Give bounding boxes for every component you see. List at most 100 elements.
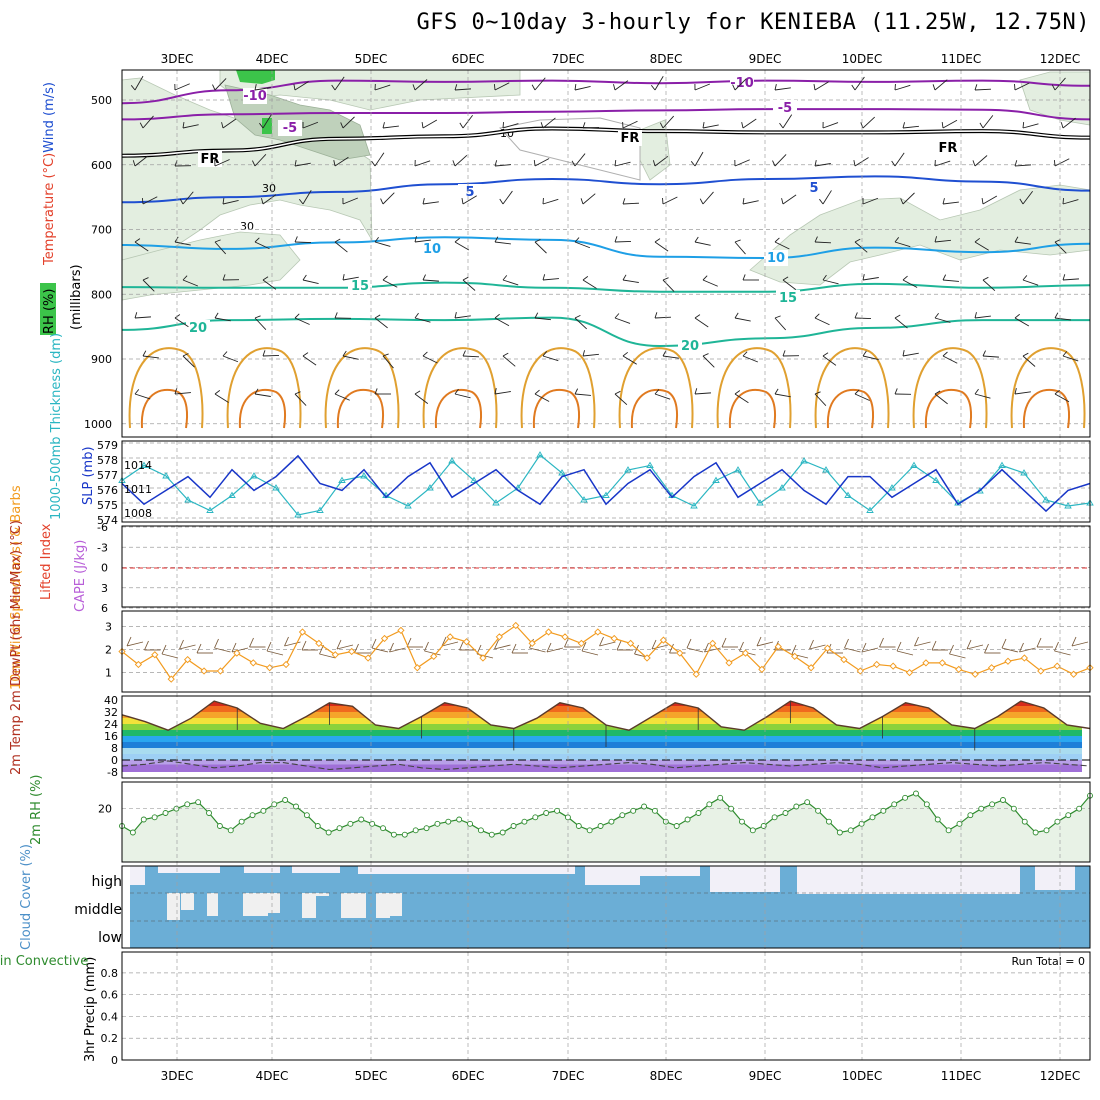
wind-barb [494,391,511,395]
wind-barb [294,241,312,244]
wind-speed-marker [1069,670,1078,678]
wind-barb [694,83,711,91]
wind-barb [622,198,626,205]
thickness-marker [360,472,368,479]
wind-barb [534,239,541,243]
wind-barb [891,160,896,167]
rh-marker [336,825,343,832]
wind-barb-10m [529,647,546,653]
wind-barb [622,351,629,357]
thickness-tick: 574 [97,514,118,527]
wind-barb [934,236,938,243]
wind-barb [382,355,394,369]
temp-contour [121,316,1090,348]
thickness-marker [470,476,478,483]
panel-frame [121,525,1091,608]
surface-temp-contour [1010,347,1086,429]
wind-barb [414,312,419,319]
wind-tick: 3 [105,621,112,634]
rh-marker [597,823,604,829]
wind-speed-marker [167,675,175,683]
wind-barb [702,353,709,357]
thickness-line [121,454,1091,516]
date-label-bottom: 6DEC [452,1069,485,1083]
rh-marker [826,818,832,825]
rh-marker [477,827,484,834]
wind-barb [862,197,879,205]
wind-speed-marker [151,651,159,659]
wind-barb [334,76,345,91]
wind-barb [374,84,391,91]
cape-ylabel: CAPE (J/kg) [73,540,88,612]
wind-barb [493,83,496,91]
wind-barb [974,241,989,251]
contour-label-bg [186,320,210,336]
wind-barb [694,151,704,167]
wind-barb [813,84,816,91]
temp-tick: 0 [111,754,118,767]
wind-barb [654,312,658,319]
wind-barb [782,350,786,357]
thickness-marker [822,466,830,473]
wind-barb [262,194,277,205]
date-label-top: 9DEC [749,52,782,66]
date-label-top: 4DEC [256,52,289,66]
wind-barb [1062,117,1076,129]
date-label-top: 11DEC [941,52,981,66]
wind-barb [222,355,239,363]
wind-barb [819,198,824,205]
wind-barb-10m [949,653,966,659]
wind-barb [134,241,149,252]
wind-barb [574,314,581,319]
wind-barb [222,199,239,205]
wind-barb [174,241,191,246]
wind-barb-10m [249,637,254,648]
temp-band [122,718,1082,724]
wind-barb [894,237,900,243]
wind-barb [174,83,190,91]
wind-barb [254,393,271,397]
rh-shading-high [236,70,275,84]
thickness-marker [404,502,412,509]
contour-label: FR [201,152,220,167]
wind-barb [734,239,741,243]
temp-bands [122,701,1082,772]
wind-barb [1014,164,1031,167]
wind-barb [454,154,468,167]
panel-frame [121,865,1091,949]
wind-barb [422,119,438,129]
cloud-gap [390,893,402,916]
contour-label-bg [764,250,788,266]
wind-barb [462,279,476,291]
wind-speed-marker [216,667,225,675]
rh-marker [978,805,985,812]
wind-barb [972,160,976,167]
wind-barb-10m [879,637,884,648]
wind-barb [1022,279,1039,286]
wind-barb [494,317,510,327]
wind-barb [902,275,908,281]
wind-barb-10m [896,641,902,652]
rh-marker [1032,829,1039,836]
wind-barb [494,241,511,245]
wind-barb [974,315,991,319]
rh-legend-box [40,283,56,335]
wind-barb [254,388,259,395]
wind-barb [622,355,637,365]
thickness-marker [888,484,896,491]
wind-barb [214,159,230,167]
wind-barb [582,279,597,289]
wind-barb-10m [546,642,552,653]
wind-barb [774,154,787,167]
wind-barb [942,274,947,281]
wind-barb [214,390,221,395]
wind-barb [734,312,739,319]
wind-barb [662,115,675,129]
wind-barb [502,121,504,129]
wind-barb [781,198,784,205]
wind-speed-marker [495,633,503,641]
contour-label: 15 [779,291,797,306]
temp-band [122,742,1082,748]
wind-barb [294,313,300,319]
wind-barb [702,279,718,287]
